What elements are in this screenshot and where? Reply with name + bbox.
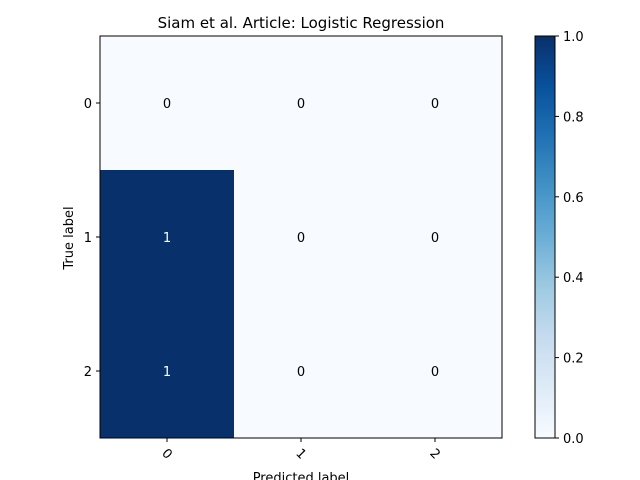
heatmap-cell — [100, 170, 234, 304]
colorbar-tick-label: 1.0 — [563, 30, 584, 45]
colorbar-tick-label: 0.6 — [563, 191, 584, 206]
cell-value-label: 0 — [163, 97, 171, 112]
cell-value-label: 0 — [297, 365, 305, 380]
chart-title: Siam et al. Article: Logistic Regression — [158, 14, 445, 32]
y-tick-label: 0 — [84, 97, 92, 112]
heatmap-cell — [368, 36, 502, 170]
heatmap-cell — [234, 304, 368, 438]
heatmap-cell — [100, 36, 234, 170]
x-axis-ticks: 0 1 2 — [158, 438, 443, 463]
cell-value-label: 0 — [431, 365, 439, 380]
heatmap-cell — [368, 304, 502, 438]
x-axis-label: Predicted label — [253, 471, 350, 480]
cell-value-label: 0 — [297, 231, 305, 246]
colorbar-tick-label: 0.4 — [563, 271, 584, 286]
y-axis-label: True label — [62, 206, 77, 270]
y-axis-ticks: 0 1 2 — [84, 97, 100, 380]
colorbar-tick-label: 0.2 — [563, 352, 584, 367]
heatmap-cells: 0 0 0 1 0 0 1 0 0 — [100, 36, 502, 438]
x-tick-label: 0 — [158, 446, 174, 462]
cell-value-label: 0 — [431, 231, 439, 246]
heatmap-cell — [368, 170, 502, 304]
y-tick-label: 2 — [84, 365, 92, 380]
colorbar-tick-label: 0.0 — [563, 432, 584, 447]
colorbar: 0.0 0.2 0.4 0.6 0.8 1.0 — [534, 30, 584, 447]
heatmap-cell — [100, 304, 234, 438]
cell-value-label: 0 — [431, 97, 439, 112]
colorbar-gradient — [534, 35, 556, 439]
cell-value-label: 1 — [163, 231, 171, 246]
x-tick-label: 1 — [292, 446, 308, 462]
cell-value-label: 1 — [163, 365, 171, 380]
colorbar-ticks: 0.0 0.2 0.4 0.6 0.8 1.0 — [555, 30, 584, 447]
colorbar-tick-label: 0.8 — [563, 110, 584, 125]
x-tick-label: 2 — [426, 446, 442, 462]
cell-value-label: 0 — [297, 97, 305, 112]
y-tick-label: 1 — [84, 231, 92, 246]
heatmap-cell — [234, 36, 368, 170]
heatmap-cell — [234, 170, 368, 304]
